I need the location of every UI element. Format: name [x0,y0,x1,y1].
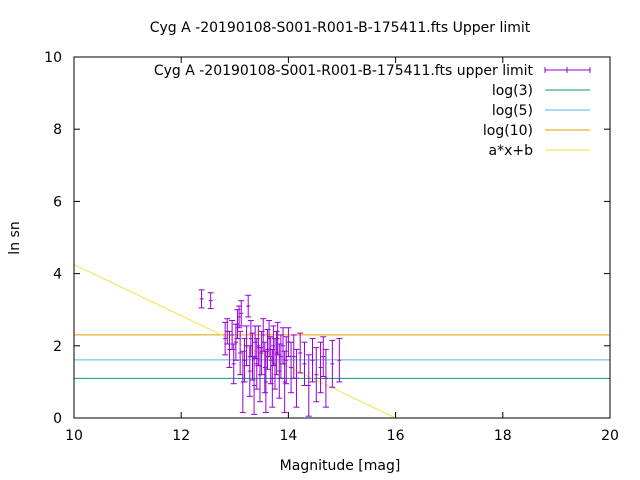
legend-entry-label: a*x+b [489,143,534,159]
error-bar-point [245,294,252,318]
error-bar-point [288,341,295,394]
axis-tick-labels: 10 12 14 16 18 20 0 2 4 6 8 10 [44,50,619,444]
error-bar-point [243,325,250,367]
error-bar-point [198,289,205,309]
error-bar-point [301,341,308,387]
x-tick-label: 20 [601,428,619,444]
x-tick-label: 10 [65,428,83,444]
legend-entry-label: log(5) [492,103,533,119]
error-bar-point [207,292,214,310]
y-tick-label: 0 [53,411,62,427]
error-bar-point [317,341,324,394]
error-bar-point [237,330,244,376]
error-bar-point [329,339,336,388]
y-axis-label: ln sn [7,221,23,254]
y-tick-label: 8 [53,122,62,138]
y-tick-label: 10 [44,50,62,66]
x-axis-label: Magnitude [mag] [280,458,401,474]
error-bar-point [230,343,237,385]
chart-title: Cyg A -20190108-S001-R001-B-175411.fts U… [150,20,531,36]
y-tick-label: 6 [53,194,62,210]
error-bar-point [241,338,248,383]
legend: Cyg A -20190108-S001-R001-B-175411.fts u… [154,63,591,159]
error-bar-point [320,336,327,377]
x-tick-label: 16 [387,428,405,444]
error-bar-point [336,338,343,383]
series-line-a-x-b [73,264,396,419]
error-bar-point [293,348,300,408]
error-bar-series [198,289,343,417]
y-tick-label: 4 [53,267,62,283]
error-bar-point [322,348,329,408]
error-bar-point [297,332,304,374]
legend-entry-label: log(10) [483,123,533,139]
error-bar-point [251,356,258,415]
error-bar-point [246,345,253,397]
legend-entry-label: log(3) [492,83,533,99]
error-bar-point [309,338,316,383]
y-tick-label: 2 [53,339,62,355]
error-bar-point [305,354,312,417]
x-tick-label: 12 [172,428,190,444]
error-bar-point [258,330,265,376]
x-tick-label: 14 [279,428,297,444]
error-bar-point [269,348,276,408]
axis-ticks [73,56,611,419]
error-bar-point [238,300,245,327]
error-bar-point [313,347,320,403]
legend-entry-label: Cyg A -20190108-S001-R001-B-175411.fts u… [154,63,534,79]
series-lines [73,264,610,419]
error-bar-point [290,334,297,379]
plot-frame [73,56,611,419]
x-tick-label: 18 [494,428,512,444]
